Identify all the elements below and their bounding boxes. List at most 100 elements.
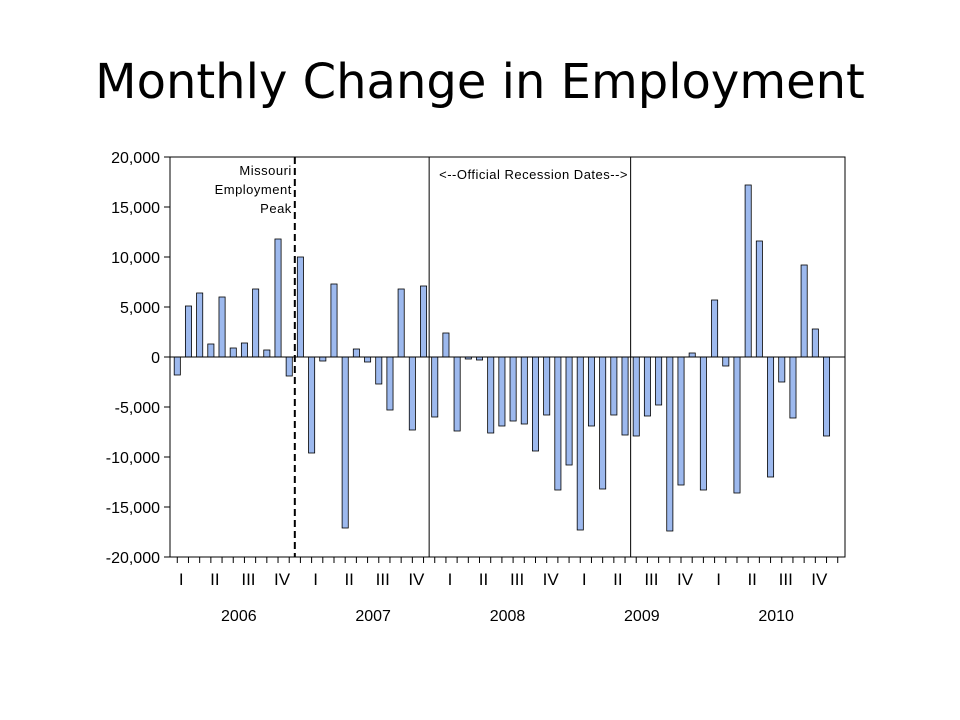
x-quarter-label: IV	[274, 570, 291, 589]
bar-2007-08	[386, 356, 394, 411]
bar-2010-06	[767, 356, 775, 478]
missouri-peak-label: Employment	[215, 182, 292, 197]
x-quarter-label: I	[448, 570, 453, 589]
bar-2010-07	[778, 356, 786, 383]
bar-2009-04	[610, 356, 618, 416]
bar-2006-09	[263, 349, 271, 358]
bar-2007-02	[319, 356, 327, 362]
bar-2007-11	[420, 285, 428, 358]
bar-2009-01	[576, 356, 584, 531]
bar-2008-01	[442, 332, 450, 358]
bar-2006-01	[173, 356, 181, 376]
missouri-peak-label: Peak	[260, 201, 292, 216]
x-year-label: 2010	[758, 608, 794, 625]
x-quarter-label: I	[179, 570, 184, 589]
bar-2010-10	[811, 328, 819, 358]
recession-label: <--Official Recession Dates-->	[439, 167, 628, 182]
bar-2006-02	[184, 305, 192, 358]
bar-2006-07	[240, 342, 248, 358]
bar-2009-07	[643, 356, 651, 417]
x-quarter-label: II	[210, 570, 219, 589]
bar-2006-04	[207, 343, 215, 358]
x-quarter-label: II	[479, 570, 488, 589]
x-quarter-label: III	[241, 570, 255, 589]
x-quarter-label: II	[747, 570, 756, 589]
y-tick-label: -15,000	[106, 500, 160, 517]
x-quarter-label: IV	[811, 570, 828, 589]
bar-2007-10	[408, 356, 416, 431]
bars-group	[173, 184, 842, 532]
bar-2008-11	[554, 356, 562, 491]
bar-2006-10	[274, 238, 282, 358]
bar-2007-12	[431, 356, 439, 418]
bar-2006-12	[296, 256, 304, 358]
x-quarter-label: I	[582, 570, 587, 589]
annotations-group: Missouri Employment Peak <--Official Recess…	[215, 157, 632, 557]
bar-2009-08	[655, 356, 663, 406]
bar-2010-02	[722, 356, 730, 367]
bar-2006-03	[196, 292, 204, 358]
bar-2009-12	[699, 356, 707, 491]
bar-2008-10	[543, 356, 551, 416]
x-year-label: 2007	[355, 608, 391, 625]
x-quarter-label: III	[376, 570, 390, 589]
bar-2010-05	[755, 240, 763, 358]
x-quarter-label: II	[613, 570, 622, 589]
bar-2006-08	[252, 288, 260, 358]
y-tick-label: 15,000	[111, 200, 160, 217]
x-year-label: 2006	[221, 608, 257, 625]
bar-2006-06	[229, 347, 237, 358]
bar-2008-08	[520, 356, 528, 425]
x-quarter-label: IV	[677, 570, 694, 589]
bar-2007-09	[397, 288, 405, 358]
bar-2007-01	[308, 356, 316, 454]
x-year-label: 2008	[490, 608, 526, 625]
bar-2008-02	[453, 356, 461, 432]
x-quarter-label: I	[313, 570, 318, 589]
bar-2008-09	[532, 356, 539, 452]
x-quarter-label: IV	[408, 570, 425, 589]
x-quarter-label: I	[716, 570, 721, 589]
x-quarter-label: III	[779, 570, 793, 589]
bar-2009-11	[688, 352, 696, 358]
slide-title: Monthly Change in Employment	[95, 54, 865, 110]
missouri-peak-label: Missouri	[239, 163, 291, 178]
y-tick-label: 20,000	[111, 150, 160, 167]
bar-2010-09	[800, 264, 808, 358]
y-tick-label: 0	[151, 350, 160, 367]
bar-2007-05	[352, 348, 360, 358]
bar-2009-09	[666, 356, 674, 532]
bar-2009-03	[599, 356, 607, 490]
y-tick-label: -20,000	[106, 550, 160, 567]
y-tick-label: 10,000	[111, 250, 160, 267]
y-tick-label: -5,000	[115, 400, 160, 417]
bar-2008-12	[565, 356, 573, 466]
bar-2009-10	[677, 356, 685, 486]
axes-group: 20,000 15,000 10,000 5,000 0 -5,000 -10,000 -15…	[106, 150, 846, 625]
bar-2009-06	[632, 356, 640, 437]
x-quarter-label: II	[344, 570, 353, 589]
bar-2007-07	[375, 356, 383, 385]
y-tick-label: -10,000	[106, 450, 160, 467]
bar-2008-07	[509, 356, 517, 422]
x-year-label: 2009	[624, 608, 660, 625]
x-quarter-label: III	[644, 570, 658, 589]
x-quarter-label: IV	[543, 570, 560, 589]
y-tick-label: 5,000	[120, 300, 160, 317]
bar-2010-01	[711, 299, 719, 358]
bar-2010-03	[733, 356, 741, 494]
bar-2008-05	[487, 356, 495, 434]
bar-2008-06	[498, 356, 506, 427]
bar-2009-02	[587, 356, 595, 427]
x-quarter-label: III	[510, 570, 524, 589]
bar-2010-08	[789, 356, 797, 419]
bar-2010-04	[744, 184, 752, 358]
bar-2006-05	[218, 296, 226, 358]
bar-2010-11	[823, 356, 831, 437]
bar-2007-03	[330, 283, 338, 358]
bar-2006-11	[285, 356, 293, 377]
bar-2009-05	[621, 356, 629, 436]
bar-2007-04	[341, 356, 349, 529]
bar-2007-06	[364, 356, 372, 363]
